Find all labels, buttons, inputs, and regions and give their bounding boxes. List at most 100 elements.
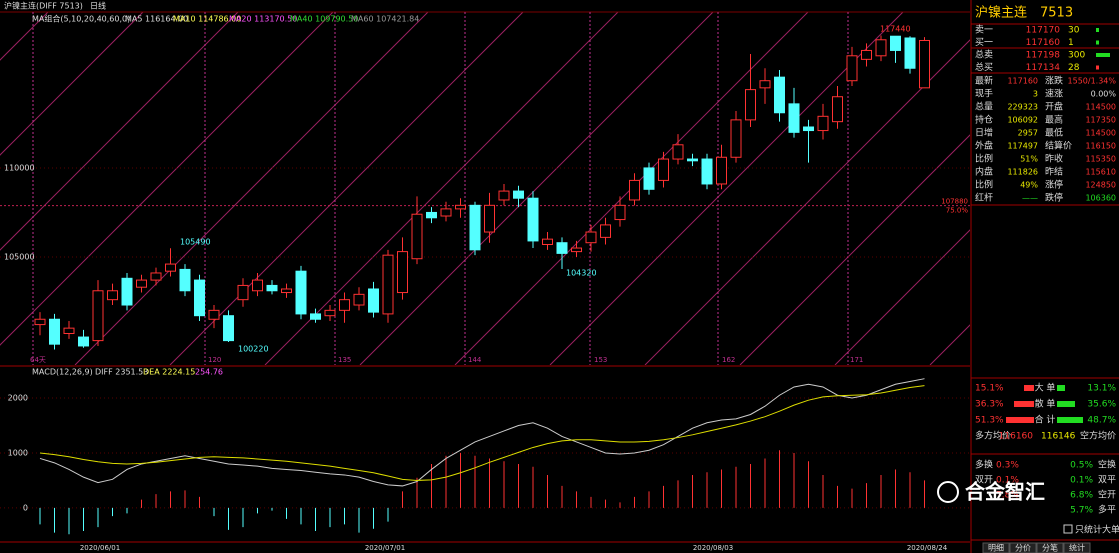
tab[interactable] — [982, 542, 1010, 553]
candle-body — [701, 158, 713, 185]
stat-label: 昨收 — [1045, 153, 1063, 165]
candle-body — [165, 263, 176, 272]
y-tick-label: 105000 — [4, 252, 35, 261]
tab[interactable] — [1036, 542, 1064, 553]
candle-body — [658, 158, 669, 181]
candle-body — [78, 336, 89, 347]
candle-body — [832, 96, 843, 123]
window-title: 沪镍主连(DIFF 7513) — [4, 1, 83, 11]
candle-body — [730, 119, 742, 158]
stat-value: 2957 — [1018, 129, 1038, 138]
flow-buy-bar — [1024, 385, 1034, 391]
avg-label: 多方均价 — [975, 430, 1011, 442]
stat-value: 51% — [1020, 155, 1038, 164]
candle-body — [397, 251, 408, 294]
stat-label: 内盘 — [975, 166, 993, 178]
gann-line — [739, 134, 970, 365]
flow-label: 大 单 — [1035, 382, 1056, 394]
stat-value: 111826 — [1007, 168, 1038, 177]
candle-body — [208, 309, 220, 320]
cycle-label: 144 — [468, 356, 482, 364]
candle-body — [672, 144, 684, 160]
price-annotation: 117440 — [880, 25, 911, 34]
candle-body — [194, 279, 205, 317]
stat-value: 106092 — [1007, 116, 1038, 125]
date-label: 2020/08/24 — [907, 544, 948, 552]
quote-title: 沪镍主连 — [975, 5, 1027, 21]
stat-value: 3 — [1033, 90, 1038, 99]
flow-buy: 15.1% — [975, 384, 1004, 394]
tab-label[interactable]: 分价 — [1015, 544, 1031, 553]
stat-label: 结算价 — [1045, 140, 1072, 152]
tab[interactable] — [1063, 542, 1091, 553]
stat-value: 49% — [1020, 181, 1038, 190]
candle-body — [484, 204, 495, 233]
macd-legend: MACD(12,26,9) — [32, 368, 93, 377]
change-value: 0.5% — [1070, 461, 1093, 471]
flow-buy: 36.3% — [975, 400, 1004, 410]
tab[interactable] — [1009, 542, 1037, 553]
candle-body — [455, 204, 466, 210]
gann-line — [359, 12, 714, 365]
checkbox-label[interactable]: 只统计大单 — [1075, 524, 1119, 536]
candle-body — [846, 55, 858, 82]
stat-value: 0.00% — [1091, 90, 1117, 99]
book-label: 买一 — [975, 37, 993, 48]
date-label: 2020/08/03 — [693, 544, 733, 552]
candle-body — [382, 254, 394, 315]
avg-value: 116160 — [999, 432, 1034, 442]
candle-body — [716, 156, 727, 185]
change-value: 5.7% — [1070, 506, 1093, 516]
flow-buy-bar — [1014, 401, 1034, 407]
book-volume: 30 — [1068, 26, 1080, 36]
book-bar — [1096, 40, 1099, 45]
stat-label: 最高 — [1045, 114, 1063, 126]
tab-label[interactable]: 统计 — [1069, 543, 1085, 553]
candle-body — [614, 204, 626, 221]
flow-label: 合 计 — [1035, 414, 1056, 426]
book-label: 总卖 — [975, 49, 993, 61]
stat-label: 昨结 — [1045, 166, 1063, 178]
flow-sell-bar — [1057, 401, 1075, 407]
macd-legend: 254.76 — [195, 368, 223, 377]
change-label: 双开 — [975, 475, 993, 486]
gann-lines — [0, 12, 970, 365]
cycle-label: 120 — [208, 356, 221, 364]
stat-value: 229323 — [1007, 103, 1038, 112]
change-label: 双平 — [1098, 475, 1116, 486]
candle-body — [107, 290, 118, 301]
book-volume: 1 — [1068, 38, 1074, 48]
candle-body — [904, 37, 916, 69]
candle-body — [600, 224, 611, 238]
book-price: 117198 — [1026, 51, 1061, 61]
checkbox[interactable] — [1063, 524, 1073, 534]
flow-buy: 51.3% — [975, 416, 1004, 426]
stat-value: —— — [1022, 194, 1038, 203]
flow-sell: 35.6% — [1087, 400, 1116, 410]
candle-body — [469, 204, 481, 251]
stat-label: 外盘 — [975, 140, 993, 152]
stat-label: 速涨 — [1045, 89, 1063, 100]
tab-label[interactable]: 明细 — [988, 543, 1004, 553]
period-selector[interactable]: 日线 — [90, 1, 106, 11]
gann-line — [74, 12, 429, 365]
stat-label: 现手 — [975, 88, 993, 100]
stat-value: 117497 — [1007, 142, 1038, 151]
book-price: 117170 — [1026, 26, 1061, 36]
candle-body — [919, 39, 930, 89]
y-tick-label: 2000 — [8, 393, 28, 402]
gann-line — [644, 39, 970, 365]
date-label: 2020/07/01 — [365, 544, 405, 552]
watermark: 合金智汇 — [965, 480, 1045, 504]
tab-label[interactable]: 分笔 — [1042, 543, 1058, 553]
ma-legend: MA组合(5,10,20,40,60,0) — [32, 14, 130, 24]
candle-body — [629, 179, 640, 201]
stat-label: 比例 — [975, 153, 993, 165]
candle-body — [339, 299, 350, 311]
stat-value: 117350 — [1085, 116, 1116, 125]
candle-body — [179, 268, 191, 292]
candle-body — [252, 279, 263, 292]
stat-label: 跌停 — [1045, 192, 1063, 204]
